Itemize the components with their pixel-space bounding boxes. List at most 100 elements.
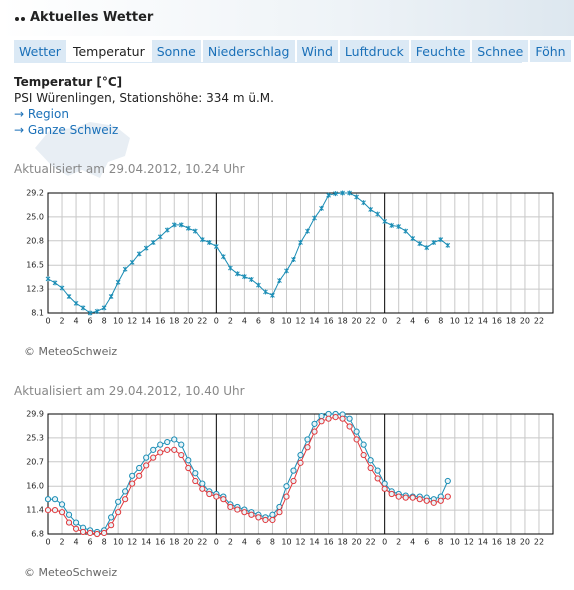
x-tick-label: 0 xyxy=(382,538,387,547)
marker xyxy=(395,493,402,500)
marker xyxy=(270,292,275,298)
marker xyxy=(269,511,276,518)
marker xyxy=(368,206,373,212)
x-tick-label: 0 xyxy=(45,538,50,547)
plot-frame xyxy=(47,413,554,535)
x-tick-label: 20 xyxy=(352,317,362,326)
tab[interactable]: Temperatur xyxy=(67,40,150,62)
marker xyxy=(59,285,65,291)
x-tick-label: 10 xyxy=(113,538,123,547)
y-tick-label: 11.4 xyxy=(26,506,44,515)
marker xyxy=(431,239,437,245)
marker xyxy=(255,514,262,521)
x-tick-label: 8 xyxy=(270,538,275,547)
marker xyxy=(171,436,178,443)
tab[interactable]: Feuchte xyxy=(410,40,471,62)
tab[interactable]: Niederschlag xyxy=(202,40,295,62)
link[interactable]: → Ganze Schweiz xyxy=(14,123,119,137)
marker xyxy=(241,509,248,516)
marker xyxy=(311,420,318,427)
marker xyxy=(312,215,317,221)
link-text[interactable]: Ganze Schweiz xyxy=(27,123,119,137)
marker xyxy=(375,211,381,217)
tab[interactable]: Luftdruck xyxy=(339,40,409,62)
tab[interactable]: Wetter xyxy=(14,40,66,62)
marker xyxy=(164,438,171,446)
header-title: Aktuelles Wetter xyxy=(30,10,154,25)
x-tick-label: 6 xyxy=(88,317,93,326)
y-tick-label: 20.7 xyxy=(26,457,44,466)
y-tick-label: 29.2 xyxy=(26,189,44,198)
marker xyxy=(360,451,367,459)
x-tick-label: 20 xyxy=(183,317,193,326)
x-tick-label: 14 xyxy=(309,538,319,547)
x-tick-label: 14 xyxy=(141,538,151,547)
marker xyxy=(332,414,339,421)
marker xyxy=(171,222,177,228)
x-tick-label: 18 xyxy=(506,538,516,547)
marker xyxy=(65,519,73,526)
marker xyxy=(150,239,156,245)
x-tick-label: 12 xyxy=(464,538,474,547)
marker xyxy=(199,237,205,243)
y-tick-label: 16.0 xyxy=(26,482,44,491)
marker xyxy=(66,294,72,300)
marker xyxy=(157,234,163,240)
marker xyxy=(381,485,388,492)
marker xyxy=(220,496,227,503)
marker xyxy=(178,441,185,448)
marker xyxy=(291,257,296,263)
x-tick-label: 12 xyxy=(464,317,474,326)
y-tick-label: 29.9 xyxy=(26,410,44,419)
link[interactable]: → Region xyxy=(14,107,69,121)
marker xyxy=(192,228,198,234)
x-tick-label: 2 xyxy=(59,538,64,547)
y-tick-label: 6.8 xyxy=(31,530,44,539)
tab[interactable]: Sonne xyxy=(151,40,201,62)
marker xyxy=(248,511,255,518)
tab-line xyxy=(14,62,522,63)
marker xyxy=(235,271,240,277)
credit: © MeteoSchweiz xyxy=(24,566,118,579)
marker xyxy=(178,222,184,228)
x-tick-label: 0 xyxy=(382,317,387,326)
x-tick-label: 2 xyxy=(59,317,64,326)
marker xyxy=(129,259,135,265)
link-text[interactable]: Region xyxy=(27,107,69,121)
x-tick-label: 20 xyxy=(352,538,362,547)
x-tick-label: 14 xyxy=(478,538,488,547)
marker xyxy=(353,436,360,443)
x-tick-label: 20 xyxy=(520,538,530,547)
marker xyxy=(192,470,199,477)
marker xyxy=(143,462,150,469)
x-tick-label: 10 xyxy=(281,538,291,547)
marker xyxy=(333,191,338,197)
marker xyxy=(325,415,332,422)
x-tick-label: 22 xyxy=(197,538,207,547)
tabs: Wetter Temperatur Sonne Niederschlag Wind Luf… xyxy=(14,40,571,62)
marker xyxy=(150,454,157,461)
marker xyxy=(185,225,191,231)
y-tick-label: 8.1 xyxy=(31,309,44,318)
marker xyxy=(444,477,451,485)
tab[interactable]: Wind xyxy=(296,40,338,62)
updated: Aktualisiert am 29.04.2012, 10.24 Uhr xyxy=(14,162,245,176)
marker xyxy=(354,194,359,200)
series-line xyxy=(48,413,449,533)
marker xyxy=(409,494,416,501)
tab[interactable]: Schnee xyxy=(472,40,529,62)
marker xyxy=(213,243,219,249)
header: Aktuelles Wetter xyxy=(0,0,574,36)
marker xyxy=(228,265,233,271)
marker xyxy=(283,493,290,500)
x-tick-label: 12 xyxy=(295,317,305,326)
marker xyxy=(311,428,318,435)
series-line xyxy=(48,416,449,535)
marker xyxy=(115,498,122,505)
marker xyxy=(410,235,416,241)
marker xyxy=(339,415,346,422)
chart: 6.811.416.020.725.329.90 2 4 6 8 10 12 14 16 18 20… xyxy=(26,410,554,547)
marker xyxy=(143,245,149,251)
tab[interactable]: Föhn xyxy=(530,40,571,62)
x-tick-label: 16 xyxy=(323,538,333,547)
